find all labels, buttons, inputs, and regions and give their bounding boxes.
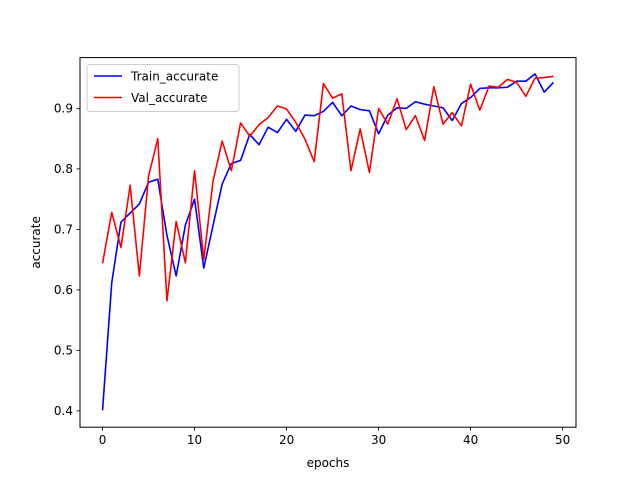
y-tick-label: 0.4 bbox=[54, 404, 73, 418]
plot-area-frame bbox=[79, 57, 577, 428]
series-line-train bbox=[101, 73, 555, 411]
legend: Train_accurate Val_accurate bbox=[86, 64, 240, 112]
plot-lines bbox=[101, 73, 555, 411]
x-tick-label: 20 bbox=[279, 433, 294, 447]
legend-box bbox=[86, 64, 240, 112]
x-axis-label: epochs bbox=[307, 456, 350, 470]
x-tick-label: 40 bbox=[463, 433, 478, 447]
y-axis-label: accurate bbox=[29, 216, 43, 269]
y-tick-label: 0.6 bbox=[54, 283, 73, 297]
x-tick-label: 50 bbox=[555, 433, 570, 447]
legend-label-val: Val_accurate bbox=[131, 91, 208, 105]
series-line-val bbox=[101, 75, 554, 302]
x-axis-ticks: 0 10 20 30 40 50 bbox=[99, 427, 570, 447]
x-tick-label: 10 bbox=[187, 433, 202, 447]
y-axis-ticks: 0.4 0.5 0.6 0.7 0.8 0.9 bbox=[54, 102, 80, 418]
x-tick-label: 30 bbox=[371, 433, 386, 447]
y-tick-label: 0.8 bbox=[54, 162, 73, 176]
y-tick-label: 0.7 bbox=[54, 223, 73, 237]
y-tick-label: 0.9 bbox=[54, 102, 73, 116]
x-tick-label: 0 bbox=[99, 433, 107, 447]
y-tick-label: 0.5 bbox=[54, 344, 73, 358]
legend-label-train: Train_accurate bbox=[130, 70, 218, 84]
